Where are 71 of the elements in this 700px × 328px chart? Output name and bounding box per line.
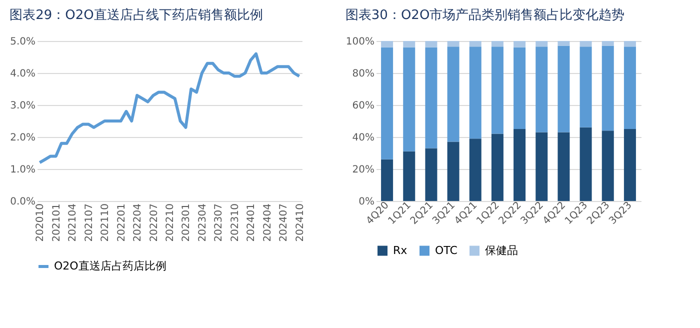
x-tick-label: 202107 — [84, 204, 95, 242]
bar — [469, 41, 482, 47]
chart-title: 图表29：O2O直送店占线下药店销售额比例 — [10, 7, 263, 23]
legend-label: Rx — [393, 244, 408, 257]
bar — [425, 47, 438, 148]
x-tick-label: 202110 — [100, 204, 112, 242]
bar — [602, 130, 614, 201]
bar — [491, 46, 504, 134]
x-tick-label: 202404 — [262, 204, 274, 242]
bar — [624, 46, 636, 129]
bar — [558, 132, 570, 201]
x-tick-label: 202307 — [214, 204, 225, 242]
bar — [447, 46, 460, 142]
bar — [381, 159, 394, 201]
y-tick-label: 5.0% — [10, 36, 36, 48]
bar — [425, 41, 438, 48]
y-tick-label: 80% — [352, 68, 374, 80]
bar — [536, 41, 548, 47]
y-tick-label: 4.0% — [10, 68, 36, 80]
y-tick-label: 1.0% — [10, 164, 36, 176]
y-tick-label: 3.0% — [10, 100, 36, 112]
x-tick-label: 202210 — [165, 204, 176, 242]
y-tick-label: 0.0% — [10, 196, 36, 208]
bar — [536, 46, 548, 132]
x-tick-label: 202204 — [132, 204, 144, 242]
x-tick-label: 202310 — [230, 204, 241, 242]
bar — [580, 41, 592, 47]
x-tick-label: 202201 — [116, 204, 128, 242]
bar — [469, 138, 482, 201]
bar — [381, 47, 394, 160]
legend-label: O2O直送店占药店比例 — [54, 260, 166, 272]
y-tick-label: 40% — [352, 132, 374, 144]
bar — [447, 142, 460, 201]
x-tick-label: 202410 — [294, 204, 306, 242]
bar — [403, 151, 416, 201]
y-tick-label: 100% — [346, 36, 374, 48]
bar — [491, 134, 504, 201]
bar — [381, 41, 394, 48]
x-tick-label: 202401 — [246, 204, 258, 242]
legend-label: OTC — [435, 244, 458, 257]
x-tick-label: 202304 — [197, 204, 208, 242]
bar — [558, 41, 570, 46]
y-tick-label: 60% — [352, 100, 374, 112]
bar — [514, 129, 526, 201]
bar — [403, 41, 416, 48]
x-tick-label: 202407 — [278, 204, 290, 242]
bar — [602, 41, 614, 46]
bar — [491, 41, 504, 47]
bar — [469, 46, 482, 139]
y-tick-label: 2.0% — [10, 132, 36, 144]
bar — [558, 46, 570, 132]
bar — [514, 47, 526, 129]
y-tick-label: 20% — [352, 164, 374, 176]
bar — [447, 41, 460, 47]
x-tick-label: 202010 — [35, 204, 46, 242]
bar — [425, 148, 438, 201]
bar — [624, 129, 636, 201]
bar — [580, 127, 592, 201]
legend-label: 保健品 — [485, 244, 518, 257]
bar — [624, 41, 636, 47]
x-tick-label: 202207 — [148, 204, 160, 242]
bar — [536, 132, 548, 201]
chart-title: 图表30：O2O市场产品类别销售额占比变化趋势 — [345, 8, 625, 23]
bar — [403, 47, 416, 152]
x-tick-label: 202301 — [181, 204, 192, 242]
x-tick-label: 202104 — [68, 204, 79, 242]
bar — [580, 46, 592, 128]
line-series — [38, 52, 301, 164]
x-tick-label: 202101 — [51, 204, 62, 242]
bar — [602, 46, 614, 131]
bar — [514, 41, 526, 48]
